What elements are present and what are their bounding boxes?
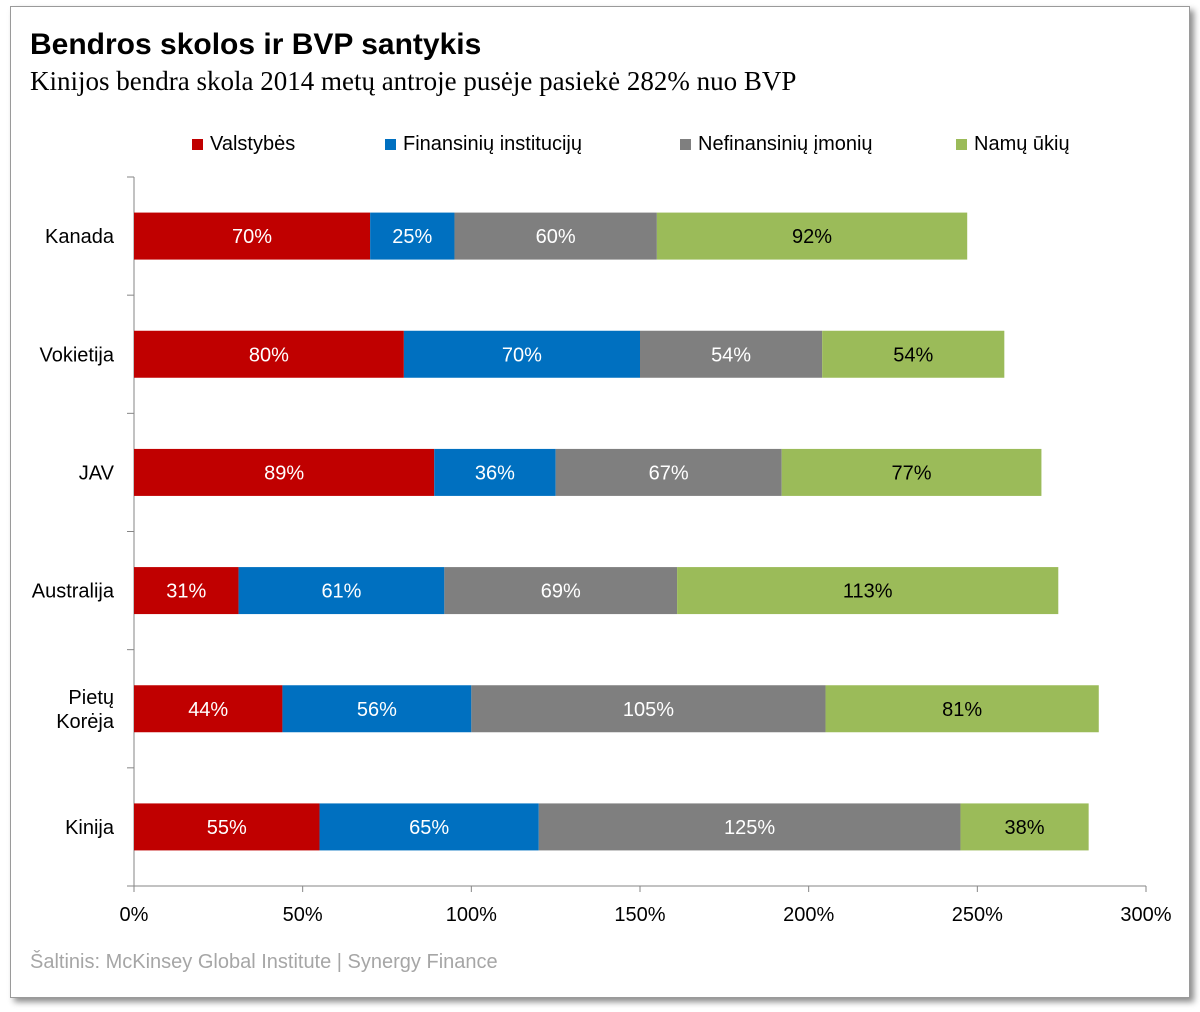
bar-segment bbox=[825, 685, 1099, 733]
x-tick-label: 200% bbox=[783, 904, 834, 926]
bar-segment bbox=[370, 212, 455, 260]
x-tick-label: 50% bbox=[283, 904, 323, 926]
category-label: Korėja bbox=[56, 711, 115, 733]
x-tick-label: 300% bbox=[1120, 904, 1171, 926]
data-label: 65% bbox=[409, 817, 449, 839]
data-label: 69% bbox=[541, 581, 581, 603]
source-note: Šaltinis: McKinsey Global Institute | Sy… bbox=[30, 951, 498, 973]
bar-segment bbox=[134, 330, 404, 378]
bar-segment bbox=[134, 803, 320, 851]
data-label: 125% bbox=[724, 817, 775, 839]
data-label: 55% bbox=[207, 817, 247, 839]
data-label: 56% bbox=[357, 699, 397, 721]
category-label: Australija bbox=[32, 581, 115, 603]
category-label: Kinija bbox=[65, 817, 115, 839]
bar-segment bbox=[538, 803, 961, 851]
chart-subtitle: Kinijos bendra skola 2014 metų antroje p… bbox=[30, 66, 797, 96]
category-label: JAV bbox=[79, 462, 115, 484]
data-label: 81% bbox=[942, 699, 982, 721]
legend-label: Namų ūkių bbox=[974, 133, 1070, 155]
x-tick-label: 0% bbox=[120, 904, 149, 926]
bar-segment bbox=[444, 567, 678, 615]
legend-swatch bbox=[192, 139, 203, 150]
category-label: Vokietija bbox=[40, 344, 115, 366]
legend-swatch bbox=[956, 139, 967, 150]
data-label: 89% bbox=[264, 462, 304, 484]
x-tick-label: 250% bbox=[952, 904, 1003, 926]
data-label: 70% bbox=[232, 226, 272, 248]
bar-segment bbox=[403, 330, 640, 378]
data-label: 113% bbox=[843, 581, 893, 603]
bar-segment bbox=[822, 330, 1005, 378]
data-label: 60% bbox=[536, 226, 576, 248]
legend-label: Valstybės bbox=[210, 133, 296, 155]
bar-segment bbox=[319, 803, 539, 851]
bar-segment bbox=[134, 685, 283, 733]
bar-segment bbox=[471, 685, 826, 733]
x-tick-label: 100% bbox=[446, 904, 497, 926]
bar-segment bbox=[134, 448, 435, 496]
data-label: 44% bbox=[188, 699, 228, 721]
data-label: 92% bbox=[792, 226, 832, 248]
category-label: Pietų bbox=[68, 687, 114, 709]
data-label: 54% bbox=[711, 344, 751, 366]
data-label: 80% bbox=[249, 344, 289, 366]
data-label: 67% bbox=[649, 462, 689, 484]
bar-segment bbox=[238, 567, 445, 615]
bar-segment bbox=[134, 567, 239, 615]
legend-swatch bbox=[680, 139, 691, 150]
bar-segment bbox=[434, 448, 556, 496]
data-label: 54% bbox=[893, 344, 933, 366]
data-label: 36% bbox=[475, 462, 515, 484]
data-label: 70% bbox=[502, 344, 542, 366]
bar-segment bbox=[960, 803, 1089, 851]
legend-swatch bbox=[385, 139, 396, 150]
bar-segment bbox=[677, 567, 1059, 615]
data-label: 31% bbox=[166, 581, 206, 603]
legend-label: Nefinansinių įmonių bbox=[698, 133, 873, 155]
data-label: 61% bbox=[321, 581, 361, 603]
data-label: 38% bbox=[1005, 817, 1045, 839]
bar-segment bbox=[640, 330, 823, 378]
bar-segment bbox=[781, 448, 1042, 496]
bar-segment bbox=[555, 448, 782, 496]
data-label: 25% bbox=[392, 226, 432, 248]
x-tick-label: 150% bbox=[614, 904, 665, 926]
bar-segment bbox=[134, 212, 371, 260]
bar-segment bbox=[454, 212, 657, 260]
chart-title: Bendros skolos ir BVP santykis bbox=[30, 28, 482, 61]
bar-segment bbox=[282, 685, 472, 733]
data-label: 105% bbox=[623, 699, 674, 721]
legend-label: Finansinių institucijų bbox=[403, 133, 582, 155]
category-label: Kanada bbox=[45, 226, 115, 248]
bar-segment bbox=[656, 212, 968, 260]
data-label: 77% bbox=[892, 462, 932, 484]
